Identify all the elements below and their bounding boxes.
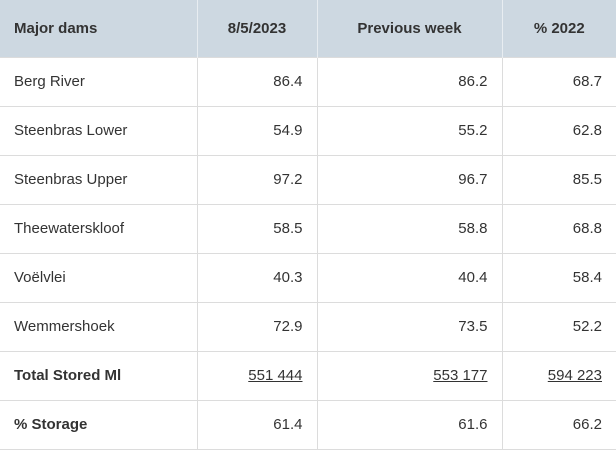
table-row: Steenbras Lower 54.9 55.2 62.8 <box>0 105 616 156</box>
row-label: % Storage <box>0 399 198 450</box>
value-cell: 96.7 <box>317 154 503 205</box>
value-cell: 58.8 <box>317 203 503 254</box>
row-label: Steenbras Upper <box>0 154 198 205</box>
value-cell[interactable]: 553 177 <box>317 350 503 401</box>
table-row: Voëlvlei 40.3 40.4 58.4 <box>0 252 616 303</box>
value-cell: 86.2 <box>317 56 503 107</box>
row-label: Total Stored Ml <box>0 350 198 401</box>
table-row: Theewaterskloof 58.5 58.8 68.8 <box>0 203 616 254</box>
value-cell: 62.8 <box>502 105 616 156</box>
header-cell: Major dams <box>0 0 198 57</box>
value-cell: 68.7 <box>502 56 616 107</box>
value-cell: 61.6 <box>317 399 503 450</box>
header-cell: % 2022 <box>502 0 616 57</box>
value-cell: 40.3 <box>197 252 318 303</box>
value-cell: 52.2 <box>502 301 616 352</box>
row-label: Wemmershoek <box>0 301 198 352</box>
value-cell[interactable]: 551 444 <box>197 350 318 401</box>
value-cell: 68.8 <box>502 203 616 254</box>
value-cell: 72.9 <box>197 301 318 352</box>
value-cell: 58.4 <box>502 252 616 303</box>
value-cell: 55.2 <box>317 105 503 156</box>
row-label: Steenbras Lower <box>0 105 198 156</box>
value-cell[interactable]: 594 223 <box>502 350 616 401</box>
row-label: Berg River <box>0 56 198 107</box>
value-cell: 97.2 <box>197 154 318 205</box>
value-cell: 58.5 <box>197 203 318 254</box>
value-cell: 40.4 <box>317 252 503 303</box>
value-cell: 61.4 <box>197 399 318 450</box>
row-label: Theewaterskloof <box>0 203 198 254</box>
value-cell: 85.5 <box>502 154 616 205</box>
table-row: Wemmershoek 72.9 73.5 52.2 <box>0 301 616 352</box>
table-row: Berg River 86.4 86.2 68.7 <box>0 56 616 107</box>
row-label: Voëlvlei <box>0 252 198 303</box>
table-row: Total Stored Ml 551 444 553 177 594 223 <box>0 350 616 401</box>
header-cell: 8/5/2023 <box>197 0 318 57</box>
value-cell: 73.5 <box>317 301 503 352</box>
value-cell: 66.2 <box>502 399 616 450</box>
value-cell: 86.4 <box>197 56 318 107</box>
table-row: Steenbras Upper 97.2 96.7 85.5 <box>0 154 616 205</box>
header-cell: Previous week <box>317 0 503 57</box>
value-cell: 54.9 <box>197 105 318 156</box>
table-body: Berg River 86.4 86.2 68.7 Steenbras Lower 54.… <box>0 56 616 450</box>
header-row: Major dams 8/5/2023 Previous week% 2022 <box>0 0 616 57</box>
table-row: % Storage 61.4 61.6 66.2 <box>0 399 616 450</box>
table-header: Major dams 8/5/2023 Previous week% 2022 <box>0 0 616 57</box>
